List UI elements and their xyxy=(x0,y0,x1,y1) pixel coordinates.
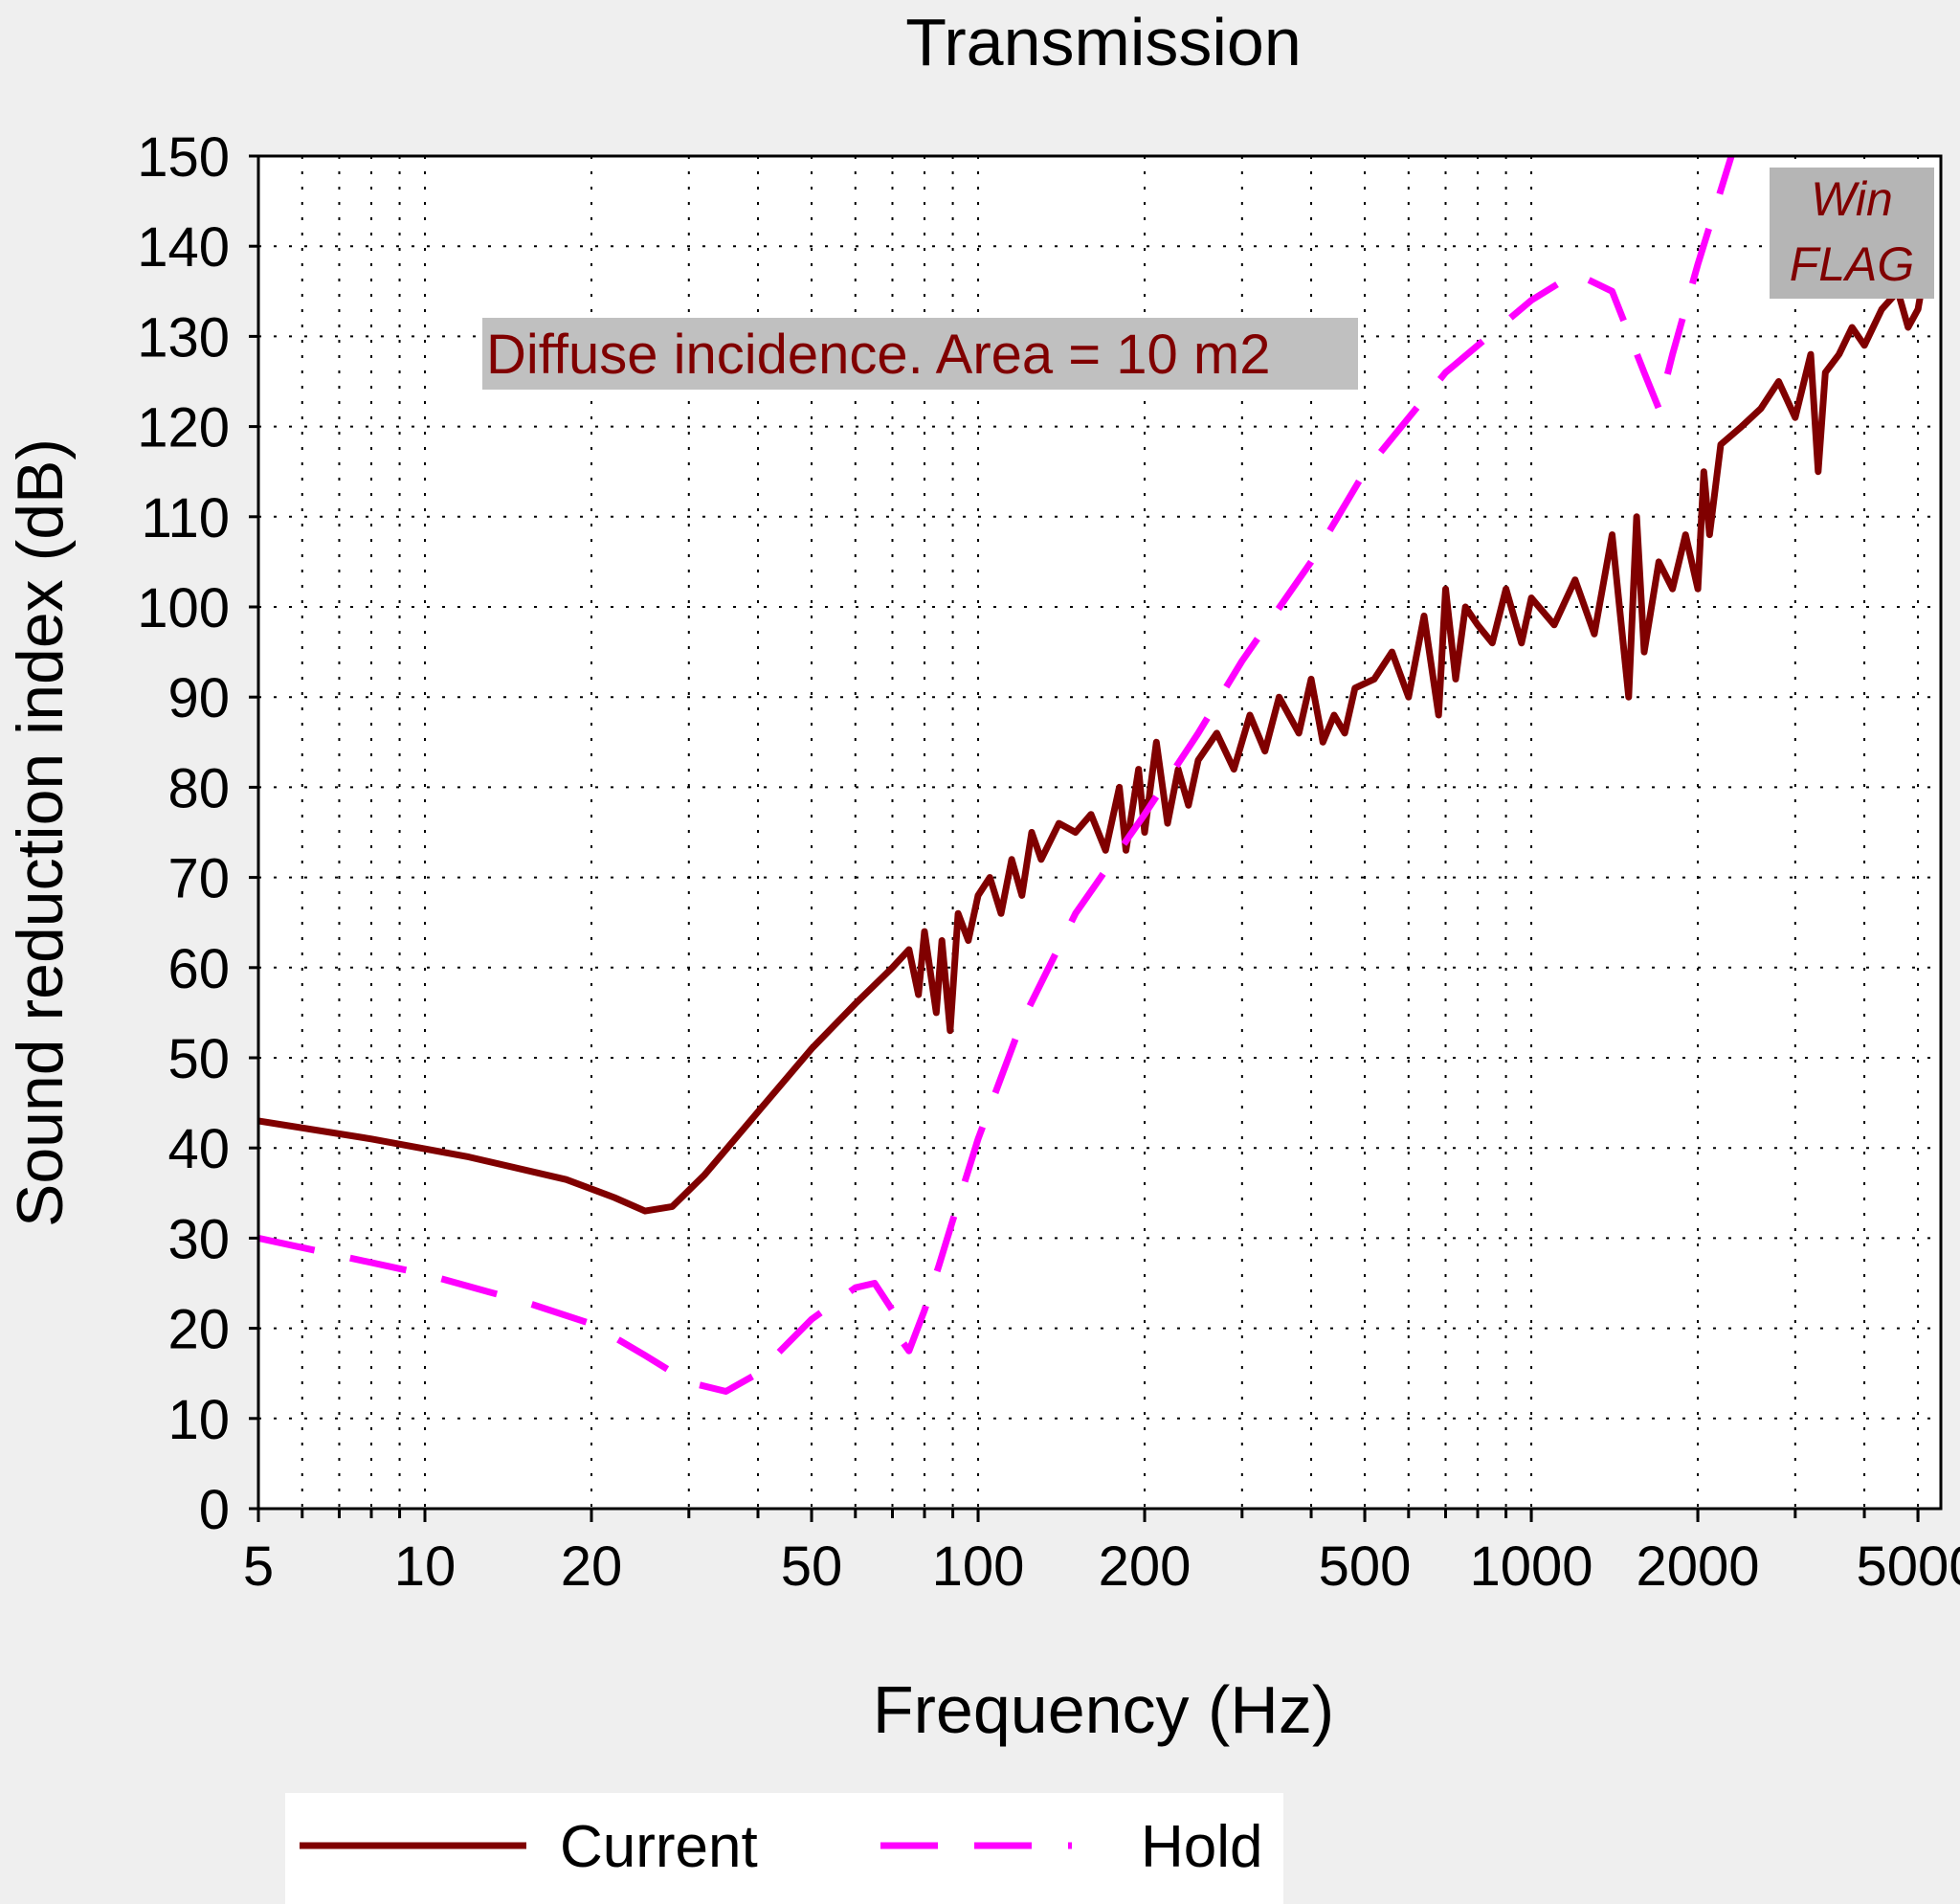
plot-frame xyxy=(256,154,1943,1511)
legend-label-current: Current xyxy=(560,1814,758,1880)
y-tick-label: 90 xyxy=(167,667,230,729)
x-tick-label: 200 xyxy=(1099,1535,1192,1598)
y-tick-label: 110 xyxy=(142,487,230,549)
y-tick-label: 140 xyxy=(137,216,230,279)
x-axis-label: Frequency (Hz) xyxy=(873,1672,1334,1747)
y-axis-label: Sound reduction index (dB) xyxy=(4,438,77,1227)
x-tick-label: 1000 xyxy=(1470,1535,1593,1598)
win-flag-line-1: Win xyxy=(1811,172,1893,226)
win-flag-line-2: FLAG xyxy=(1790,237,1915,291)
axis-ticks: 0 10 20 30 40 50 60 70 80 90 100 110 120 130 140 150 5 10… xyxy=(137,126,1960,1598)
x-tick-label: 500 xyxy=(1319,1535,1412,1598)
legend-item-current: Current xyxy=(300,1814,758,1880)
series-line-current xyxy=(258,255,1931,1215)
legend-label-hold: Hold xyxy=(1141,1814,1263,1880)
y-tick-label: 80 xyxy=(167,757,230,819)
series-line-hold xyxy=(258,156,1735,1395)
annotation-diffuse-background xyxy=(482,318,1358,390)
y-tick-label: 0 xyxy=(199,1479,230,1541)
y-tick-label: 70 xyxy=(167,848,230,910)
y-tick-label: 50 xyxy=(167,1028,230,1090)
chart-title: Transmission xyxy=(905,5,1302,79)
legend: Current Hold xyxy=(285,1793,1283,1904)
x-tick-label: 50 xyxy=(781,1535,843,1598)
win-flag-background xyxy=(1770,168,1934,299)
annotation-diffuse-text: Diffuse incidence. Area = 10 m2 xyxy=(486,324,1270,386)
y-tick-label: 20 xyxy=(167,1299,230,1361)
win-flag-badge: Win FLAG xyxy=(1770,168,1934,299)
legend-item-hold: Hold xyxy=(880,1814,1263,1880)
x-tick-label: 5000 xyxy=(1857,1535,1960,1598)
y-tick-label: 40 xyxy=(167,1118,230,1180)
x-tick-label: 10 xyxy=(394,1535,457,1598)
x-tick-label: 2000 xyxy=(1637,1535,1760,1598)
x-tick-label: 100 xyxy=(932,1535,1025,1598)
y-tick-label: 130 xyxy=(137,306,230,369)
y-tick-label: 150 xyxy=(137,126,230,189)
series-layer xyxy=(258,156,1931,1395)
y-tick-label: 10 xyxy=(167,1389,230,1451)
y-tick-label: 30 xyxy=(167,1208,230,1270)
y-tick-label: 60 xyxy=(167,938,230,1000)
x-tick-label: 5 xyxy=(243,1535,274,1598)
y-tick-label: 120 xyxy=(137,397,230,459)
y-tick-label: 100 xyxy=(137,577,230,639)
grid-lines xyxy=(258,156,1941,1509)
x-tick-label: 20 xyxy=(561,1535,623,1598)
annotation-diffuse-incidence: Diffuse incidence. Area = 10 m2 xyxy=(482,318,1358,390)
